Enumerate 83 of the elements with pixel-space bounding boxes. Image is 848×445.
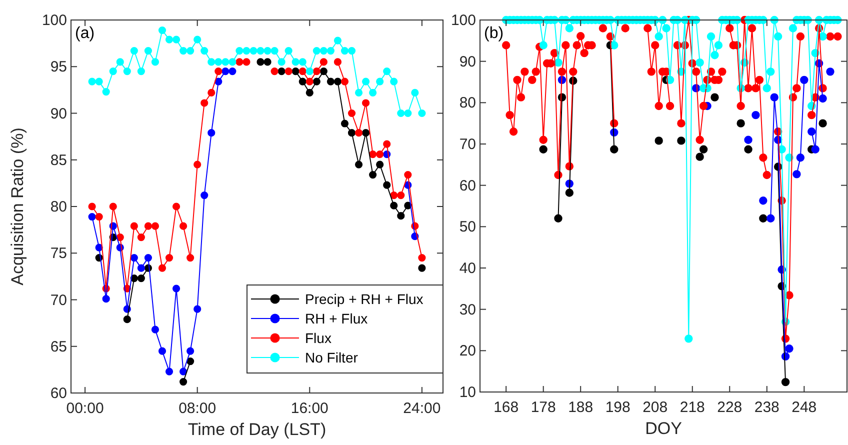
y-tick-label: 70 <box>459 136 476 153</box>
point <box>88 78 96 86</box>
point <box>654 136 663 145</box>
point <box>123 316 131 324</box>
point <box>334 58 342 66</box>
y-tick-label: 75 <box>50 245 67 262</box>
point <box>320 58 328 66</box>
x-tick-label: 228 <box>717 399 742 416</box>
legend-label: Precip + RH + Flux <box>305 291 424 307</box>
point <box>736 119 745 128</box>
y-tick-label: 20 <box>459 342 476 360</box>
y-tick-label: 100 <box>42 12 67 29</box>
x-axis-title: Time of Day (LST) <box>188 420 326 439</box>
legend-label: Flux <box>305 330 332 346</box>
point <box>180 378 188 386</box>
y-tick-label: 65 <box>50 338 67 356</box>
y-tick-label: 85 <box>50 152 67 169</box>
point <box>554 214 562 222</box>
x-tick-label: 16:00 <box>290 400 328 417</box>
point <box>699 145 708 154</box>
chart-title: (b) <box>484 25 504 42</box>
legend-label: RH + Flux <box>305 310 368 326</box>
x-tick-label: 24:00 <box>403 400 441 417</box>
point <box>256 58 264 66</box>
y-tick-label: 95 <box>50 58 67 76</box>
x-axis-title: DOY <box>645 419 682 438</box>
point <box>744 136 752 144</box>
point <box>418 109 426 118</box>
x-tick-label: 00:00 <box>66 400 104 417</box>
x-tick-label: 198 <box>605 399 630 416</box>
y-tick-label: 10 <box>459 384 476 401</box>
point <box>264 58 272 66</box>
chart-title: (a) <box>75 25 95 42</box>
point <box>744 145 752 154</box>
point <box>677 136 686 145</box>
point <box>214 67 222 76</box>
point <box>792 170 801 178</box>
x-tick-label: 08:00 <box>178 400 216 417</box>
point <box>298 67 306 76</box>
point <box>818 119 827 128</box>
point <box>278 67 286 76</box>
point <box>242 58 250 66</box>
point <box>539 145 548 154</box>
point <box>752 110 760 120</box>
point <box>88 202 96 210</box>
point <box>800 76 808 84</box>
legend-label: No Filter <box>305 350 358 366</box>
point <box>759 196 768 205</box>
point <box>418 264 426 272</box>
x-tick-label: 218 <box>680 399 705 416</box>
point <box>284 67 292 76</box>
point <box>228 67 236 76</box>
point <box>785 344 794 353</box>
point <box>808 128 816 136</box>
y-tick-label: 50 <box>459 218 476 236</box>
y-tick-label: 30 <box>459 301 476 318</box>
point <box>710 93 719 102</box>
point <box>418 254 426 262</box>
y-tick-label: 40 <box>459 260 476 277</box>
x-tick-label: 188 <box>568 399 594 416</box>
point <box>88 212 96 221</box>
point <box>826 68 834 76</box>
y-axis-title: Acquisition Ratio (%) <box>8 128 27 286</box>
x-tick-label: 248 <box>792 399 817 416</box>
y-tick-label: 100 <box>450 12 476 29</box>
point <box>610 145 618 154</box>
x-tick-label: 178 <box>530 399 556 416</box>
x-tick-label: 168 <box>494 399 519 416</box>
y-tick-label: 70 <box>50 292 67 309</box>
point <box>759 214 768 222</box>
y-tick-label: 60 <box>50 385 67 402</box>
y-tick-label: 90 <box>459 53 476 70</box>
x-tick-label: 208 <box>642 399 668 416</box>
y-tick-label: 60 <box>459 177 476 194</box>
y-tick-label: 80 <box>50 198 67 216</box>
point <box>565 188 574 197</box>
point <box>270 67 278 76</box>
point <box>766 214 775 222</box>
point <box>781 378 790 386</box>
y-tick-label: 80 <box>459 94 476 112</box>
y-tick-label: 90 <box>50 105 67 122</box>
x-tick-label: 238 <box>754 399 780 416</box>
point <box>696 152 704 161</box>
